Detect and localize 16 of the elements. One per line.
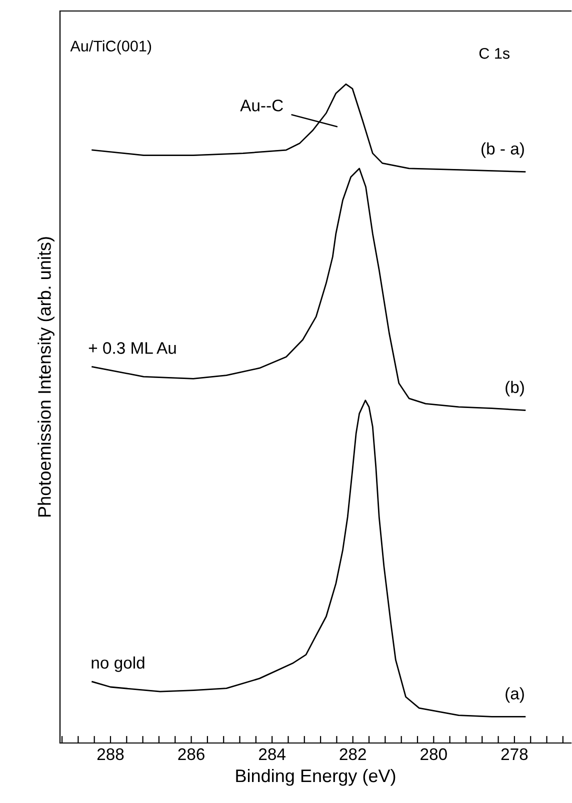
x-tick-label: 280: [420, 748, 447, 760]
annotation: no gold: [92, 656, 144, 672]
y-axis-title: Photoemission Intensity (arb. units): [38, 237, 54, 517]
x-tick-label: 282: [340, 748, 366, 760]
x-tick-label: 278: [501, 748, 528, 760]
text: C 1s: [479, 48, 510, 59]
x-tick-label: 286: [178, 748, 204, 760]
annotation: + 0.3 ML Au: [88, 342, 176, 354]
x-tick-label: 284: [259, 748, 286, 760]
annotation: Au--C: [240, 100, 283, 112]
x-tick-label: 288: [97, 748, 124, 760]
x-axis-title: Binding Energy (eV): [236, 768, 396, 786]
text: Au/TiC(001): [70, 40, 152, 55]
series-label: (b - a): [482, 142, 524, 158]
series-label: (a): [506, 687, 524, 703]
series-label: (b): [506, 380, 524, 396]
